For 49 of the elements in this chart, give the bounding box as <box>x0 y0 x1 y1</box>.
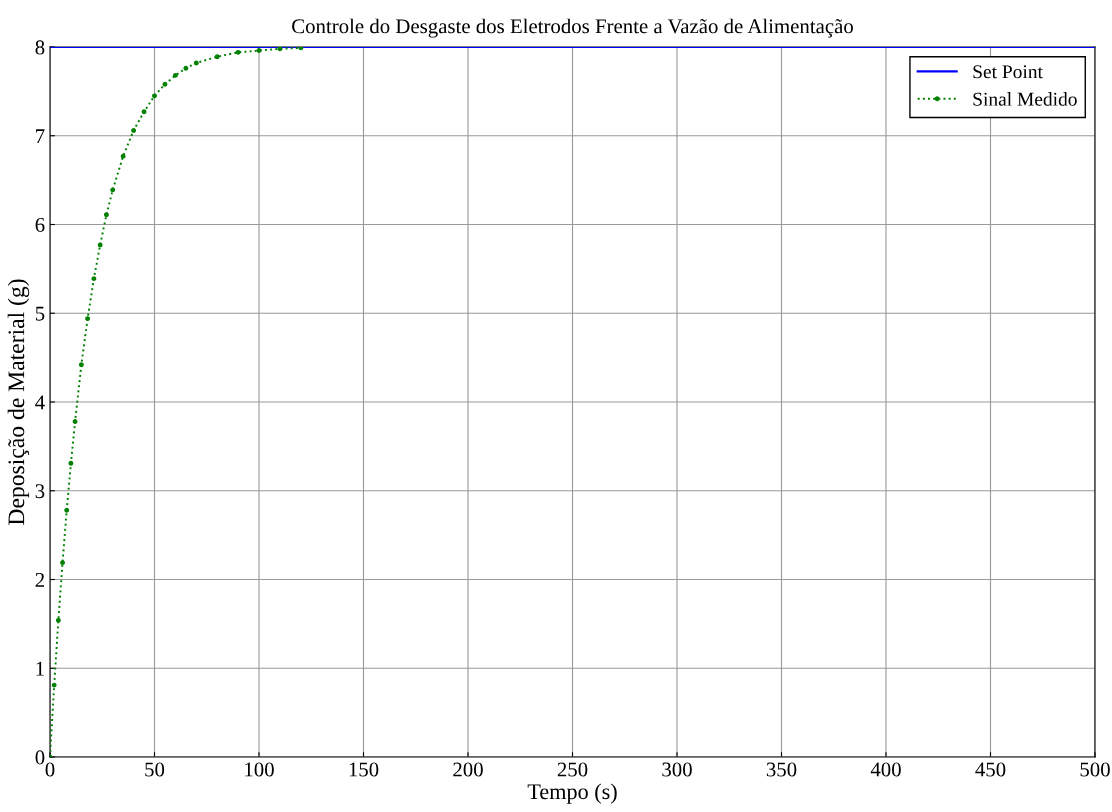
x-tick-label: 300 <box>662 762 692 777</box>
y-tick-label: 5 <box>35 306 45 321</box>
point <box>162 81 168 87</box>
point <box>120 153 126 159</box>
point <box>60 560 65 566</box>
point <box>214 54 220 60</box>
point <box>131 127 137 133</box>
chart-title: Controle do Desgaste dos Eletrodos Frente a Vazão de Alimentação <box>292 18 853 38</box>
point <box>91 276 97 282</box>
y-tick-label: 0 <box>35 750 45 765</box>
point <box>78 362 84 368</box>
point <box>183 65 189 71</box>
point <box>235 49 241 55</box>
y-tick-label: 8 <box>35 40 45 55</box>
y-tick-label: 6 <box>35 217 45 232</box>
point <box>55 617 61 623</box>
y-axis-title: Deposição de Material (g) <box>7 279 30 525</box>
y-tick-label: 3 <box>35 484 45 499</box>
point <box>172 72 178 78</box>
legend-label: Set Point <box>973 65 1043 79</box>
x-tick-label: 350 <box>766 762 797 777</box>
point <box>68 460 74 466</box>
point <box>103 212 109 218</box>
point <box>298 47 304 51</box>
point <box>256 48 262 53</box>
point <box>152 93 157 99</box>
y-tick-label: 7 <box>36 129 45 143</box>
legend-label: Sinal Medido <box>973 92 1077 106</box>
point <box>51 682 57 688</box>
point <box>277 47 283 52</box>
y-tick-label: 4 <box>35 395 45 410</box>
x-tick-label: 400 <box>870 762 901 777</box>
point <box>141 109 147 115</box>
point <box>110 187 116 193</box>
x-axis-title: Tempo (s) <box>527 783 617 804</box>
y-tick-label: 2 <box>35 572 44 587</box>
x-tick-label: 150 <box>349 762 379 777</box>
point <box>64 507 70 513</box>
point <box>97 242 103 248</box>
y-tick-label: 1 <box>36 661 44 676</box>
x-tick-label: 100 <box>245 762 274 777</box>
x-tick-label: 450 <box>975 762 1006 777</box>
point <box>85 316 91 322</box>
x-tick-label: 500 <box>1080 762 1110 777</box>
point <box>72 419 78 424</box>
x-tick-label: 250 <box>557 762 588 777</box>
point <box>193 60 199 66</box>
x-tick-label: 50 <box>145 762 165 777</box>
x-tick-label: 200 <box>453 762 483 777</box>
